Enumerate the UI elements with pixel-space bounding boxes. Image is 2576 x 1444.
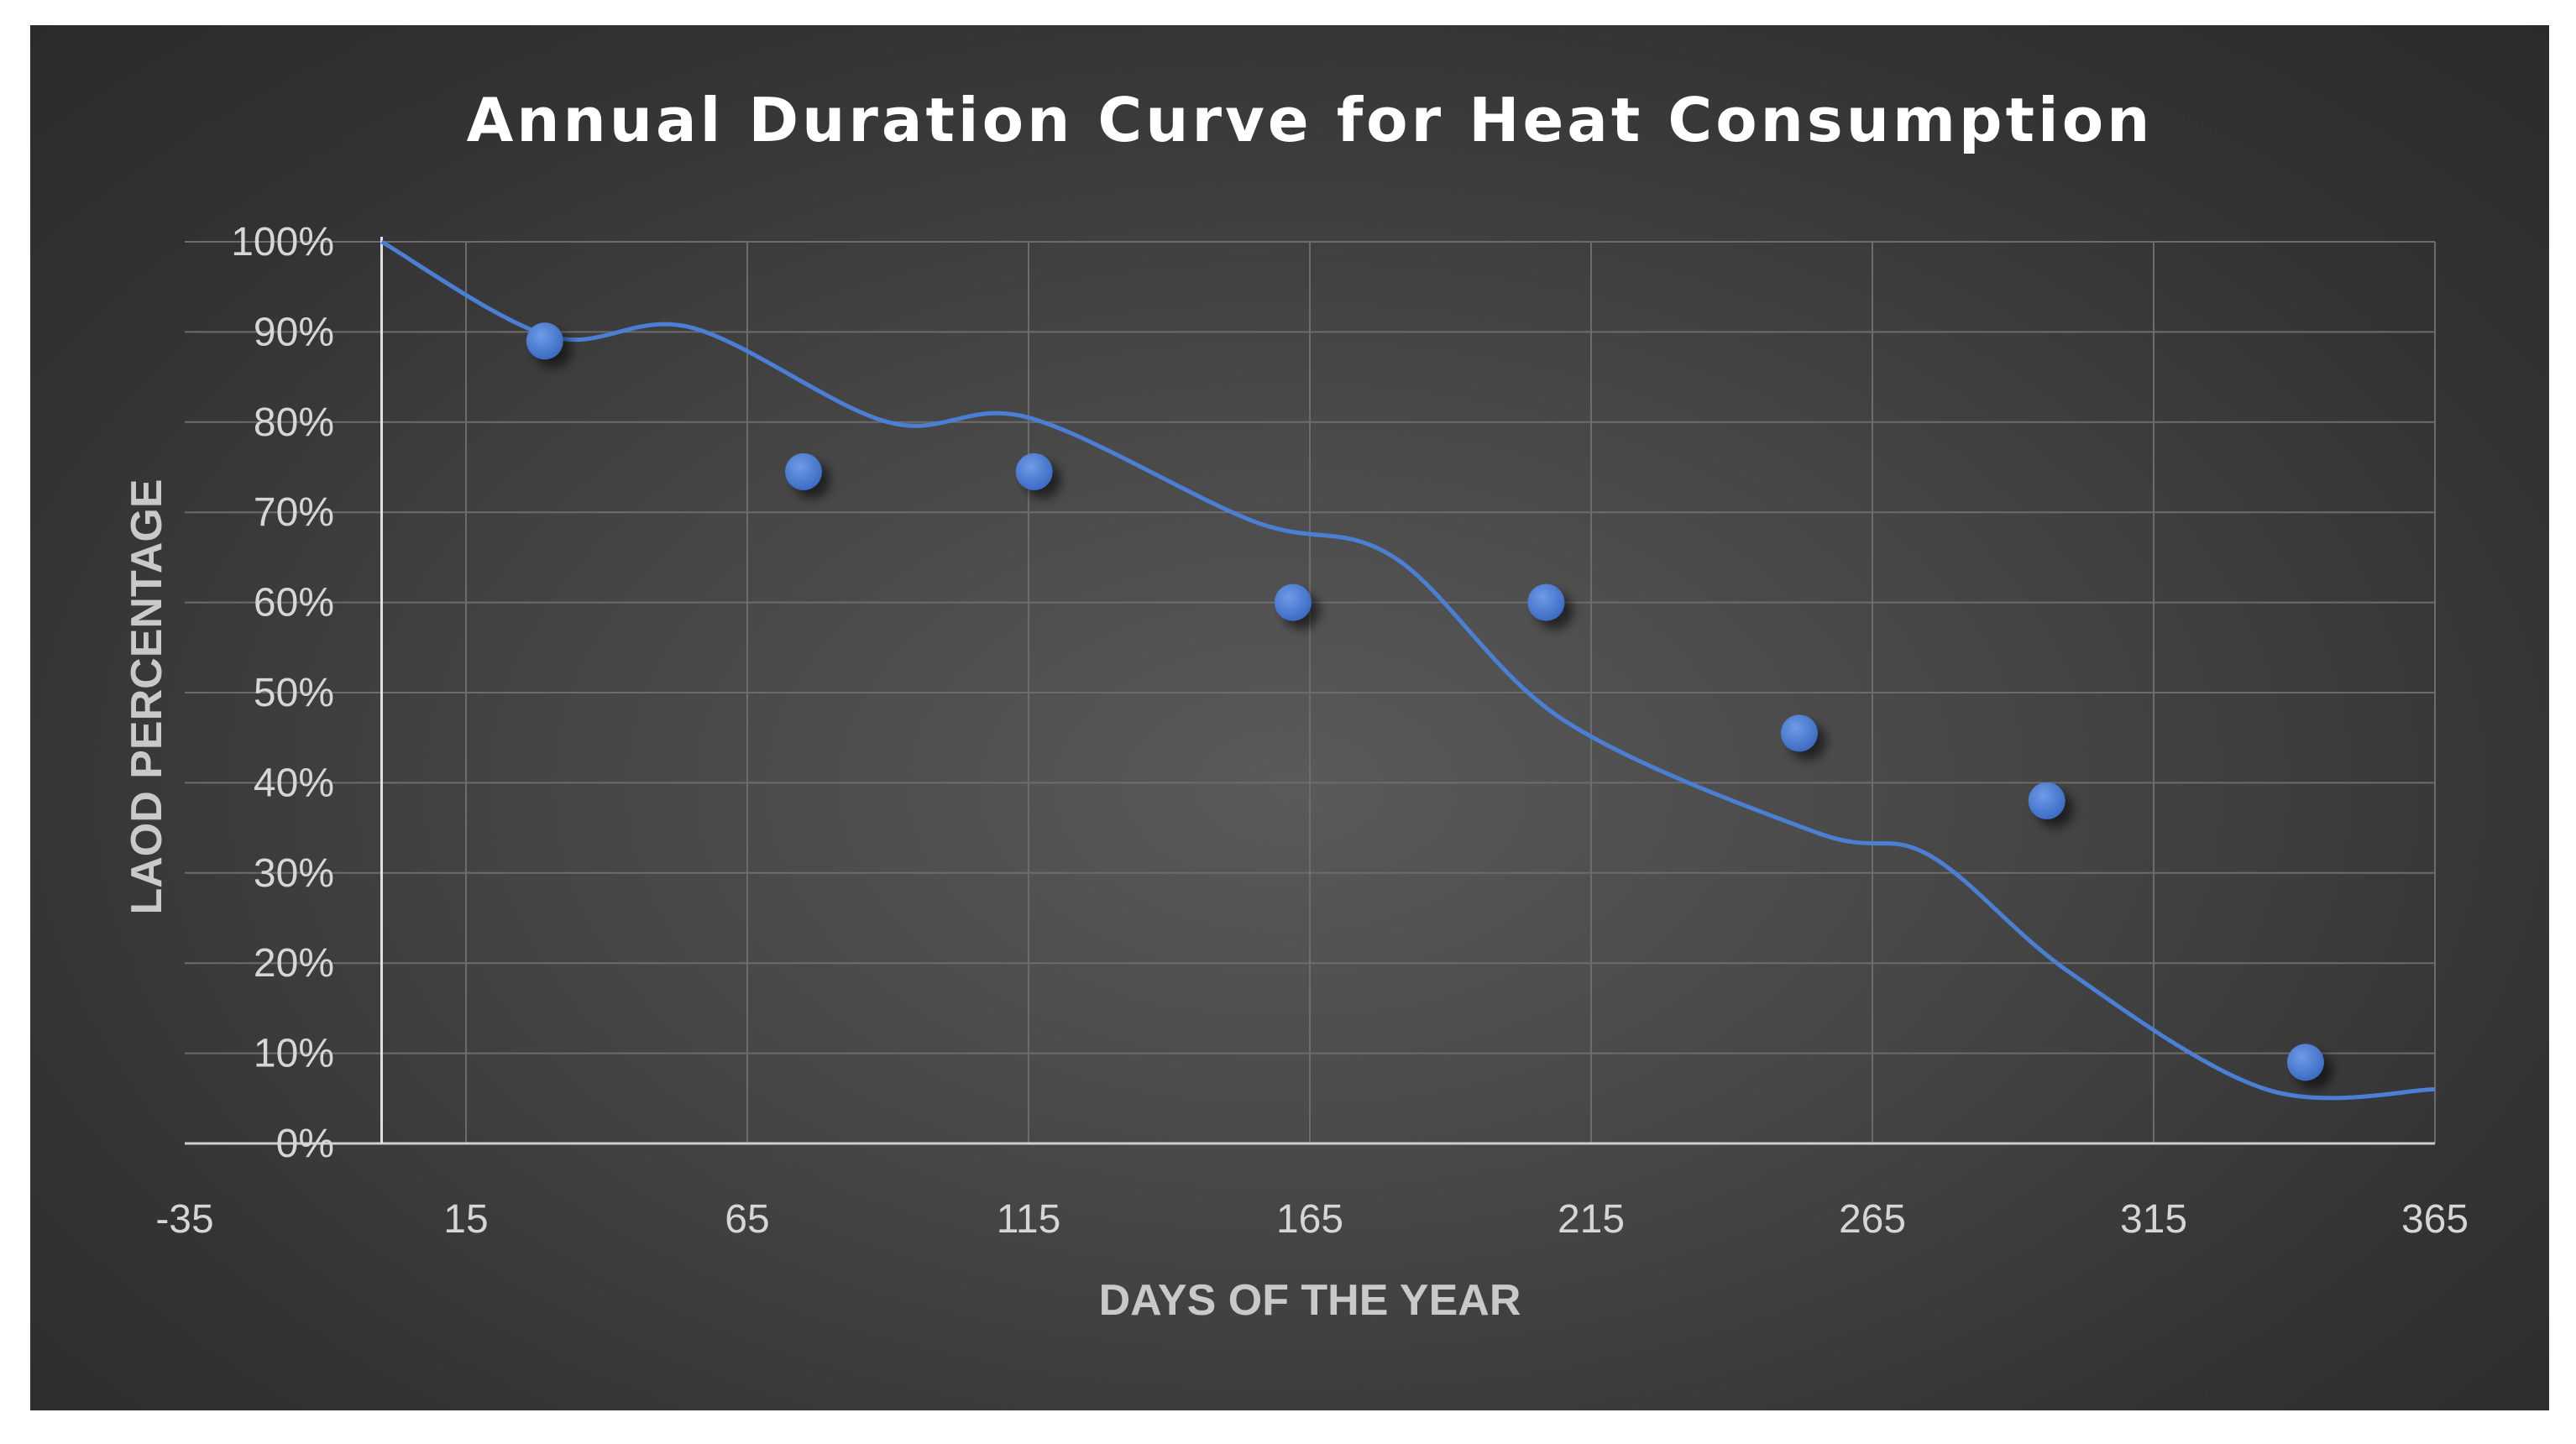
grid [185, 241, 2436, 1144]
x-tick-label: 265 [1839, 1197, 1906, 1242]
chart-background [30, 25, 2549, 1410]
data-point [2028, 782, 2066, 819]
data-point [1015, 453, 1053, 490]
x-axis-title: DAYS OF THE YEAR [1099, 1276, 1521, 1325]
x-tick-label: 315 [2120, 1197, 2187, 1242]
y-axis-title: LAOD PERCENTAGE [123, 479, 171, 914]
y-tick-label: 0% [276, 1122, 334, 1166]
y-tick-label: 40% [254, 761, 334, 805]
y-tick-label: 10% [254, 1032, 334, 1076]
y-tick-label: 60% [254, 581, 334, 625]
x-tick-label: 65 [725, 1197, 769, 1242]
curve-layer [380, 239, 2436, 1101]
x-tick-label: -35 [155, 1197, 213, 1242]
data-point [526, 322, 563, 360]
axes [185, 237, 2435, 1145]
data-point [1527, 583, 1565, 621]
tick-labels: 0% 10% 20% 30% 40% 50% 60% 70% 80% 90% 100% -35 15 65… [155, 220, 2469, 1242]
points-layer [526, 322, 2324, 1081]
chart-title: Annual Duration Curve for Heat Consumpti… [467, 85, 2154, 155]
x-tick-label: 15 [443, 1197, 488, 1242]
y-tick-label: 30% [254, 851, 334, 896]
y-tick-label: 90% [254, 310, 334, 354]
data-point [1274, 583, 1312, 621]
x-tick-label: 165 [1276, 1197, 1343, 1242]
duration-curve-line [380, 239, 2436, 1101]
data-point [785, 453, 822, 490]
y-tick-label: 50% [254, 671, 334, 715]
x-tick-label: 115 [997, 1197, 1061, 1242]
y-tick-label: 100% [231, 220, 334, 264]
y-tick-label: 80% [254, 400, 334, 445]
data-point [2286, 1044, 2324, 1081]
y-tick-label: 70% [254, 490, 334, 535]
x-tick-label: 215 [1558, 1197, 1625, 1242]
x-tick-label: 365 [2401, 1197, 2469, 1242]
data-point [1780, 714, 1818, 752]
y-tick-label: 20% [254, 941, 334, 986]
